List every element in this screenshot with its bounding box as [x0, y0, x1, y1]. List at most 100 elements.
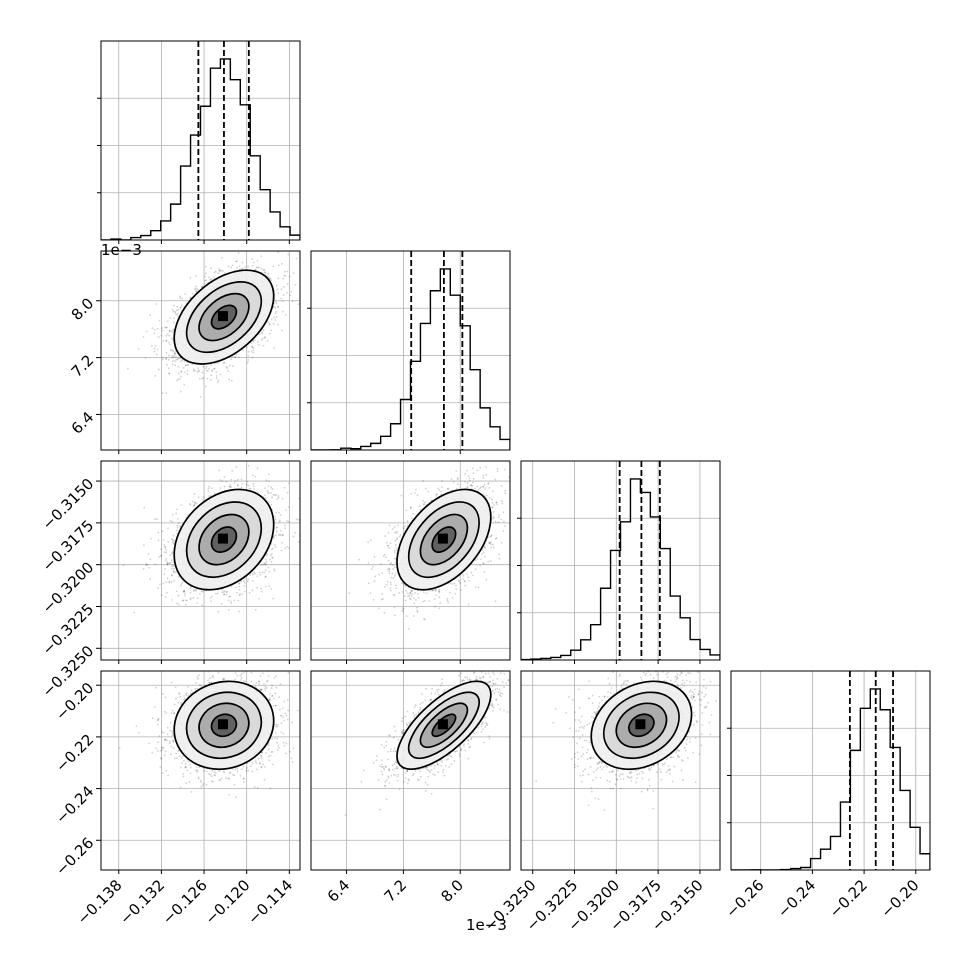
scatter-point — [286, 545, 289, 548]
scatter-point — [157, 539, 160, 542]
scatter-point — [218, 269, 221, 272]
scatter-point — [195, 288, 197, 291]
scatter-point — [156, 348, 159, 351]
scatter-point — [201, 604, 203, 607]
scatter-point — [175, 358, 178, 361]
scatter-point — [175, 590, 178, 593]
scatter-point — [260, 339, 263, 341]
scatter-point — [241, 261, 244, 264]
scatter-point — [210, 595, 213, 598]
scatter-point — [273, 537, 275, 539]
scatter-point — [240, 486, 243, 489]
scatter-point — [258, 597, 260, 600]
scatter-point — [247, 484, 250, 487]
scatter-point — [168, 581, 171, 584]
scatter-point — [174, 351, 176, 354]
scatter-point — [267, 566, 270, 569]
scatter-point — [176, 526, 179, 529]
scatter-point — [169, 561, 172, 564]
scatter-point — [225, 591, 228, 594]
scatter-point — [272, 306, 275, 309]
scatter-point — [200, 590, 203, 593]
y-tick-label: 8.0 — [68, 294, 98, 324]
scatter-point — [201, 371, 204, 374]
scatter-point — [172, 564, 175, 567]
scatter-point — [269, 554, 272, 556]
scatter-point — [270, 560, 273, 563]
scatter-point — [193, 287, 196, 290]
scatter-point — [179, 295, 182, 298]
scatter-point — [185, 599, 188, 602]
scatter-point — [184, 364, 187, 366]
scatter-point — [179, 357, 182, 359]
scatter-point — [264, 487, 266, 490]
scatter-point — [175, 356, 177, 358]
scatter-point — [295, 518, 298, 521]
scatter-point — [286, 291, 288, 294]
scatter-point — [171, 538, 174, 541]
scatter-point — [303, 468, 305, 470]
scatter-point — [271, 547, 274, 550]
scatter-point — [122, 564, 125, 567]
scatter-point — [127, 367, 129, 370]
scatter-point — [154, 345, 157, 347]
scatter-point — [225, 593, 228, 596]
scatter-point — [181, 297, 184, 300]
scatter-point — [174, 364, 177, 367]
scatter-point — [171, 513, 174, 516]
scatter-point — [195, 502, 198, 505]
scatter-point — [208, 495, 211, 498]
scatter-point — [180, 375, 182, 378]
scatter-point — [165, 339, 168, 342]
scatter-point — [280, 549, 283, 552]
scatter-point — [262, 269, 265, 271]
scatter-point — [236, 483, 239, 486]
scatter-point — [143, 506, 146, 509]
scatter-point — [182, 366, 185, 369]
scatter-point — [161, 356, 164, 359]
scatter-point — [153, 347, 156, 350]
scatter-point — [223, 361, 226, 364]
scatter-point — [193, 493, 196, 495]
scatter-point — [149, 314, 152, 316]
scatter-point — [237, 251, 240, 254]
scatter-point — [284, 524, 286, 527]
scatter-point — [165, 351, 168, 354]
scatter-point — [172, 329, 175, 332]
scatter-point — [257, 343, 260, 346]
scatter-point — [256, 467, 259, 470]
panel-content — [311, 251, 510, 450]
scatter-point — [252, 340, 255, 343]
scatter-point — [167, 367, 170, 370]
scatter-point — [165, 326, 168, 329]
scatter-point — [270, 486, 273, 489]
scatter-point — [210, 487, 213, 490]
scatter-point — [153, 350, 156, 353]
scatter-point — [271, 556, 274, 559]
scatter-point — [204, 385, 207, 388]
scatter-point — [251, 579, 254, 582]
scatter-point — [164, 546, 167, 549]
scatter-point — [181, 581, 184, 583]
scatter-point — [244, 578, 246, 580]
scatter-point — [283, 486, 286, 489]
scatter-point — [175, 571, 177, 573]
scatter-point — [284, 275, 287, 277]
scatter-point — [176, 358, 179, 361]
panel-content — [101, 244, 300, 450]
scatter-point — [156, 327, 159, 330]
scatter-point — [240, 478, 243, 481]
scatter-point — [287, 506, 290, 508]
scatter-point — [289, 294, 292, 297]
scatter-point — [222, 591, 225, 593]
scatter-point — [251, 258, 254, 260]
scatter-point — [179, 390, 182, 393]
scatter-point — [204, 275, 206, 278]
scatter-point — [232, 244, 234, 246]
scatter-point — [173, 540, 176, 542]
scatter-point — [165, 339, 168, 342]
scatter-point — [171, 599, 174, 601]
scatter-point — [202, 496, 205, 498]
scatter-point — [160, 554, 163, 557]
scatter-point — [221, 270, 224, 272]
